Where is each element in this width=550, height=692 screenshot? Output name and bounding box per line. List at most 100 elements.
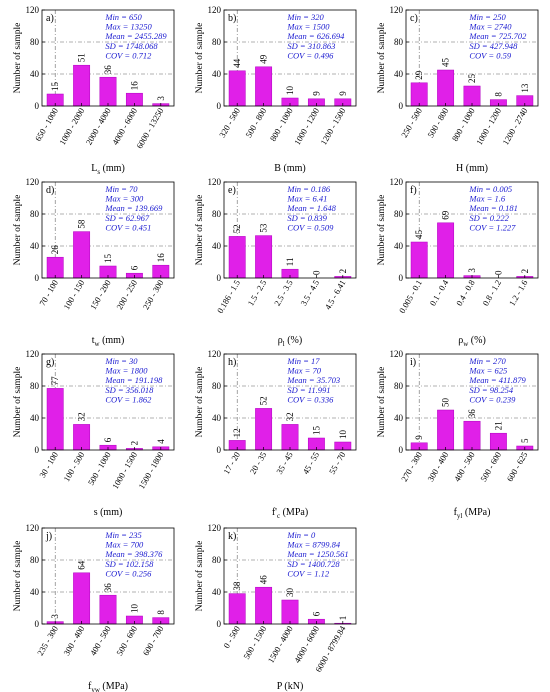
y-tick-label: 40 [212,69,222,79]
stats-line: Min = 250 [468,12,506,22]
x-tick-label: 250 - 300 [141,278,166,311]
y-tick-label: 120 [208,177,222,187]
x-axis-title: ρw (%) [458,335,486,348]
y-axis-title: Number of sample [194,195,205,266]
bar-value-label: 3 [467,268,477,273]
x-tick-label: 17 - 20 [221,450,242,476]
stats-line: Min = 30 [104,356,138,366]
x-tick-label: 100 - 500 [61,450,86,483]
stats-line: Min = 0.186 [286,184,331,194]
x-tick-label: 650 - 1000 [33,106,60,143]
y-tick-label: 40 [394,413,404,423]
stats-line: Max = 2740 [468,22,512,32]
x-tick-label: 4000 - 6000 [292,624,321,665]
bar-value-label: 21 [493,421,503,430]
bar-value-label: 10 [285,86,295,96]
x-tick-label: 0.4 - 0.8 [454,278,477,308]
y-tick-label: 0 [35,273,40,283]
bar-value-label: 0 [311,270,321,275]
x-tick-label: 500 - 1000 [86,450,113,487]
bar-value-label: 1 [338,616,348,621]
stats-line: SD = 62.967 [105,213,149,223]
x-tick-label: 1.2 - 1.6 [507,278,530,308]
x-tick-label: 500 - 600 [114,624,139,657]
x-tick-label: 35 - 45 [274,450,295,476]
bar [73,231,91,279]
stats-line: Mean = 626.694 [286,31,345,41]
bar [73,64,91,107]
y-tick-label: 120 [390,177,404,187]
stats-line: COV = 0.59 [469,50,511,60]
x-axis-symbol: ρ [458,335,463,346]
stats-line: Max = 700 [104,540,144,550]
bar [99,594,117,625]
stats-line: Max = 1800 [104,366,148,376]
y-axis-title: Number of sample [194,367,205,438]
x-tick-label: 45 - 55 [300,450,321,476]
x-tick-label: 1500 - 4000 [266,624,295,665]
x-tick-label: 30 - 100 [37,450,60,480]
x-tick-label: 4000 - 6000 [110,106,139,147]
stats-line: Max = 1500 [286,22,330,32]
stats-line: Max = 8799.84 [286,540,340,550]
x-tick-label: 0.8 - 1.2 [480,278,503,308]
bar-value-label: 8 [156,610,166,615]
stats-line: SD = 310.863 [287,41,335,51]
y-tick-label: 0 [35,101,40,111]
x-tick-label: 500 - 800 [243,106,268,139]
bar [463,420,481,451]
stats-line: SD = 356.018 [105,385,154,395]
y-tick-label: 80 [30,555,40,565]
bar [99,76,117,107]
x-tick-label: 400 - 500 [88,624,113,657]
x-axis-subscript: w [95,340,101,348]
bar-value-label: 2 [520,269,530,274]
x-tick-label: 0.1 - 0.4 [427,277,450,307]
y-axis-title: Number of sample [12,367,23,438]
stats-line: Mean = 2455.289 [104,31,167,41]
x-tick-label: 1200 - 2740 [500,106,529,147]
bar-value-label: 36 [103,65,113,75]
x-axis-subscript: s [97,168,100,176]
bar-value-label: 46 [259,575,269,585]
bar [73,424,91,451]
x-tick-label: 1000 - 2000 [57,106,86,147]
bar-value-label: 36 [103,583,113,593]
x-tick-label: 3.5 - 4.5 [298,278,321,308]
bar [410,82,428,107]
y-tick-label: 40 [394,69,404,79]
stats-line: COV = 0.509 [287,222,334,232]
bar-value-label: 2 [338,269,348,274]
stats-line: COV = 1.862 [105,394,152,404]
bar [437,69,455,107]
y-tick-label: 0 [35,445,40,455]
x-axis-unit: (kN) [282,681,303,692]
bar [228,236,246,279]
bar [228,70,246,107]
x-axis-symbol: ρ [278,335,283,346]
x-tick-label: 500 - 600 [478,450,503,483]
y-tick-label: 0 [217,445,222,455]
y-tick-label: 80 [30,209,40,219]
x-tick-label: 1.5 - 2.5 [245,278,268,308]
y-tick-label: 120 [26,5,40,15]
x-axis-unit: (mm) [100,163,125,174]
y-tick-label: 80 [30,381,40,391]
panel-label: a) [46,13,54,24]
stats-line: SD = 0.839 [287,213,327,223]
x-axis-title: fyw (MPa) [88,681,128,692]
stats-line: COV = 0.451 [105,222,151,232]
bar-value-label: 13 [520,83,530,93]
panel-label: b) [228,13,236,24]
x-tick-label: 2.5 - 3.5 [272,278,295,308]
x-axis-symbol: L [91,163,97,174]
bar-value-label: 0 [493,270,503,275]
x-axis-symbol: f [454,507,458,518]
bar-value-label: 45 [414,230,424,240]
y-tick-label: 40 [30,413,40,423]
y-tick-label: 120 [208,523,222,533]
x-axis-symbol: f' [272,507,277,518]
